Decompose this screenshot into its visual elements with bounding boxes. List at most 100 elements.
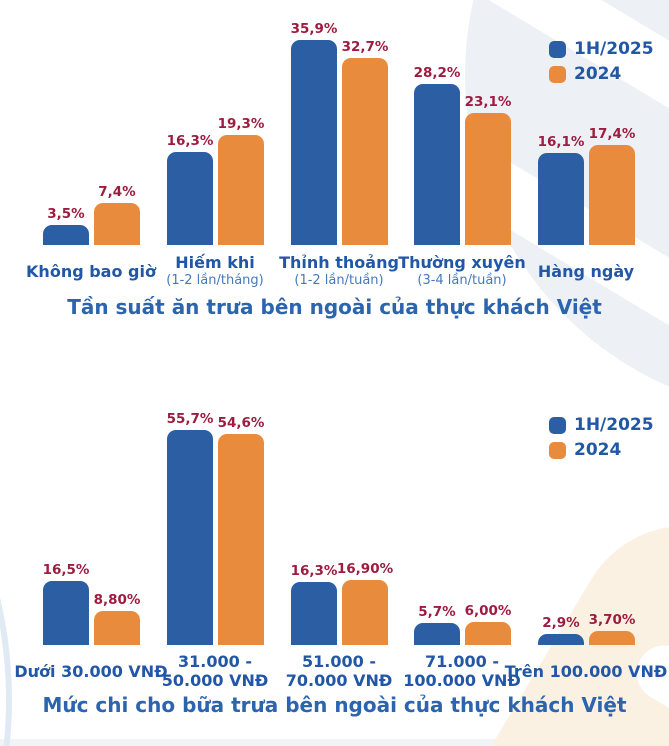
bar-value-label: 23,1% (464, 94, 512, 110)
bar-1h2025 (414, 84, 460, 245)
legend-swatch-1h2025 (549, 416, 566, 434)
chart-legend: 1H/2025 2024 (549, 40, 654, 83)
legend-label-1h2025: 1H/2025 (574, 39, 654, 59)
bar-group: 28,2% 23,1% (414, 0, 511, 245)
legend-swatch-1h2025 (549, 40, 566, 58)
bar-cell: 17,4% (589, 126, 635, 245)
bar-cell: 19,3% (218, 116, 264, 245)
category-label-line: 100.000 VNĐ (403, 671, 521, 690)
category-label-line: 70.000 VNĐ (285, 671, 393, 690)
legend-label-2024: 2024 (574, 440, 622, 460)
bar-value-label: 28,2% (413, 65, 461, 81)
legend-label-1h2025: 1H/2025 (574, 415, 654, 435)
bar-cell: 2,9% (538, 615, 584, 645)
category-label-line: 71.000 - (425, 652, 499, 671)
bar-2024 (94, 611, 140, 645)
bar-group: 5,7% 6,00% (414, 390, 511, 645)
bar-2024 (218, 434, 264, 645)
category-label: Hàng ngày (501, 250, 669, 292)
bar-value-label: 17,4% (588, 126, 636, 142)
bar-value-label: 6,00% (464, 603, 512, 619)
bar-value-label: 7,4% (98, 184, 136, 200)
category-label-line: Dưới 30.000 VNĐ (14, 661, 168, 681)
legend-label-2024: 2024 (574, 64, 622, 84)
category-sublabel: (1-2 lần/tháng) (166, 273, 264, 288)
bar-cell: 16,5% (43, 562, 89, 645)
category-label-line: Hiếm khi (175, 253, 255, 272)
category-label-line: 50.000 VNĐ (161, 671, 269, 690)
bar-value-label: 16,3% (166, 133, 214, 149)
bar-cell: 55,7% (167, 411, 213, 645)
bar-cell: 16,1% (538, 134, 584, 245)
bar-2024 (589, 145, 635, 245)
bar-value-label: 3,5% (47, 206, 85, 222)
category-sublabel: (1-2 lần/tuần) (294, 273, 384, 288)
category-label-line: Trên 100.000 VNĐ (504, 661, 668, 681)
bar-value-label: 16,5% (42, 562, 90, 578)
spending-chart: 16,5% 8,80% 55,7% 54,6% 16,3% 16,90% 5,7% 6,00%… (0, 390, 669, 746)
bar-1h2025 (43, 581, 89, 645)
frequency-chart: 3,5% 7,4% 16,3% 19,3% 35,9% 32,7% 28,2% 23,1% 16… (0, 0, 669, 345)
category-label: Dưới 30.000 VNĐ (6, 650, 176, 692)
bar-cell: 32,7% (342, 39, 388, 245)
bar-cell: 16,3% (291, 563, 337, 645)
bar-2024 (465, 622, 511, 645)
category-label: 31.000 -50.000 VNĐ (130, 650, 300, 692)
bar-cell: 6,00% (465, 603, 511, 645)
bar-1h2025 (291, 40, 337, 245)
bar-cell: 28,2% (414, 65, 460, 245)
bar-value-label: 35,9% (290, 21, 338, 37)
bar-group: 3,5% 7,4% (43, 0, 140, 245)
bar-1h2025 (167, 430, 213, 645)
bar-value-label: 5,7% (418, 604, 456, 620)
category-label: Hiếm khi (1-2 lần/tháng) (130, 250, 300, 292)
category-label-line: Thường xuyên (398, 253, 526, 272)
legend-item-1h2025: 1H/2025 (549, 40, 654, 58)
bar-2024 (342, 580, 388, 645)
plot-area: 3,5% 7,4% 16,3% 19,3% 35,9% 32,7% 28,2% 23,1% 16… (0, 0, 669, 245)
bar-group: 16,3% 19,3% (167, 0, 264, 245)
bar-value-label: 32,7% (341, 39, 389, 55)
bar-cell: 54,6% (218, 415, 264, 645)
plot-area: 16,5% 8,80% 55,7% 54,6% 16,3% 16,90% 5,7% 6,00%… (0, 390, 669, 645)
bar-group: 16,5% 8,80% (43, 390, 140, 645)
bar-group: 35,9% 32,7% (291, 0, 388, 245)
category-label: Thỉnh thoảng (1-2 lần/tuần) (254, 250, 424, 292)
category-label-line: 51.000 - (302, 652, 376, 671)
bar-group: 55,7% 54,6% (167, 390, 264, 645)
bar-value-label: 16,90% (336, 561, 394, 577)
bar-cell: 5,7% (414, 604, 460, 645)
bar-group: 16,3% 16,90% (291, 390, 393, 645)
bar-2024 (94, 203, 140, 245)
bar-cell: 16,90% (337, 561, 393, 645)
bar-value-label: 2,9% (542, 615, 580, 631)
bar-1h2025 (167, 152, 213, 245)
bar-cell: 35,9% (291, 21, 337, 245)
bar-value-label: 3,70% (588, 612, 636, 628)
section-divider (0, 739, 669, 746)
bar-1h2025 (538, 634, 584, 645)
bar-value-label: 16,3% (290, 563, 338, 579)
category-label: Thường xuyên (3-4 lần/tuần) (377, 250, 547, 292)
bar-value-label: 55,7% (166, 411, 214, 427)
bar-1h2025 (538, 153, 584, 245)
bar-cell: 7,4% (94, 184, 140, 245)
chart-title: Mức chi cho bữa trưa bên ngoài của thực … (42, 693, 627, 717)
category-label-line: Hàng ngày (537, 261, 635, 281)
bar-group: 2,9% 3,70% (538, 390, 635, 645)
category-label-line: Không bao giờ (26, 261, 156, 281)
bar-value-label: 54,6% (217, 415, 265, 431)
legend-item-2024: 2024 (549, 65, 654, 83)
bar-value-label: 8,80% (93, 592, 141, 608)
category-label-line: 31.000 - (178, 652, 252, 671)
category-label-line: Thỉnh thoảng (279, 253, 399, 272)
bar-2024 (218, 135, 264, 245)
legend-swatch-2024 (549, 65, 566, 83)
bar-group: 16,1% 17,4% (538, 0, 635, 245)
chart-title: Tần suất ăn trưa bên ngoài của thực khác… (67, 295, 602, 319)
category-label: 51.000 -70.000 VNĐ (254, 650, 424, 692)
category-label: 71.000 -100.000 VNĐ (377, 650, 547, 692)
bar-2024 (342, 58, 388, 245)
legend-swatch-2024 (549, 441, 566, 459)
